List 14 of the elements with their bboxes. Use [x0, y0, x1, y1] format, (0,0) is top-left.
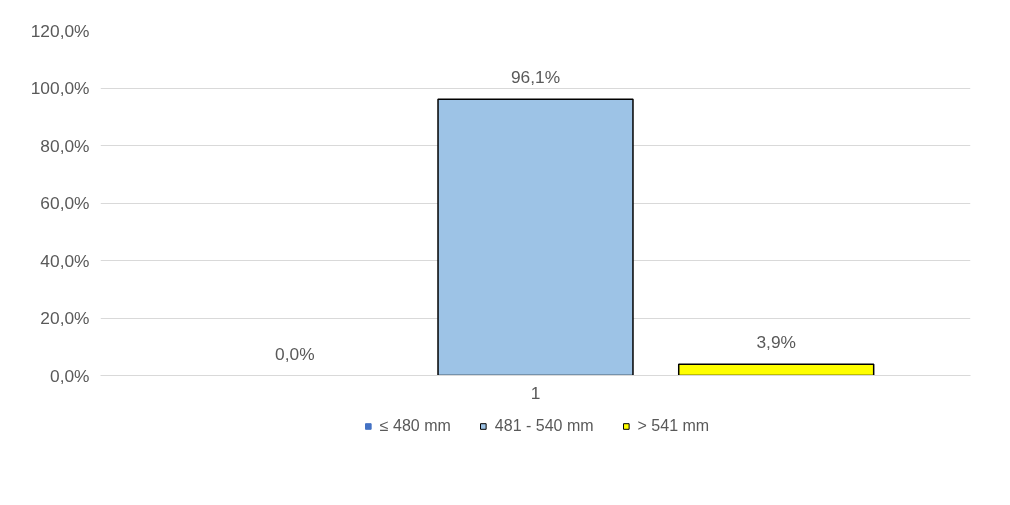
text: 3,9%: [756, 332, 796, 353]
y-tick-label: 120,0%: [30, 20, 90, 41]
y-tick-label: 80,0%: [40, 135, 90, 156]
y-tick-label: 60,0%: [40, 193, 90, 213]
y-tick-label: 20,0%: [40, 308, 90, 328]
legend-label: 481 - 540 mm: [494, 417, 594, 435]
y-tick-label: 0,0%: [50, 365, 90, 386]
y-tick-label: 40,0%: [40, 250, 90, 271]
legend-label: ≤ 480 mm: [379, 417, 451, 435]
text: 96,1%: [510, 67, 561, 88]
text: 0,0%: [275, 343, 315, 364]
legend-label: > 541 mm: [637, 417, 710, 435]
y-tick-label: 100,0%: [30, 78, 90, 98]
x-tick-label: 1: [530, 382, 541, 403]
